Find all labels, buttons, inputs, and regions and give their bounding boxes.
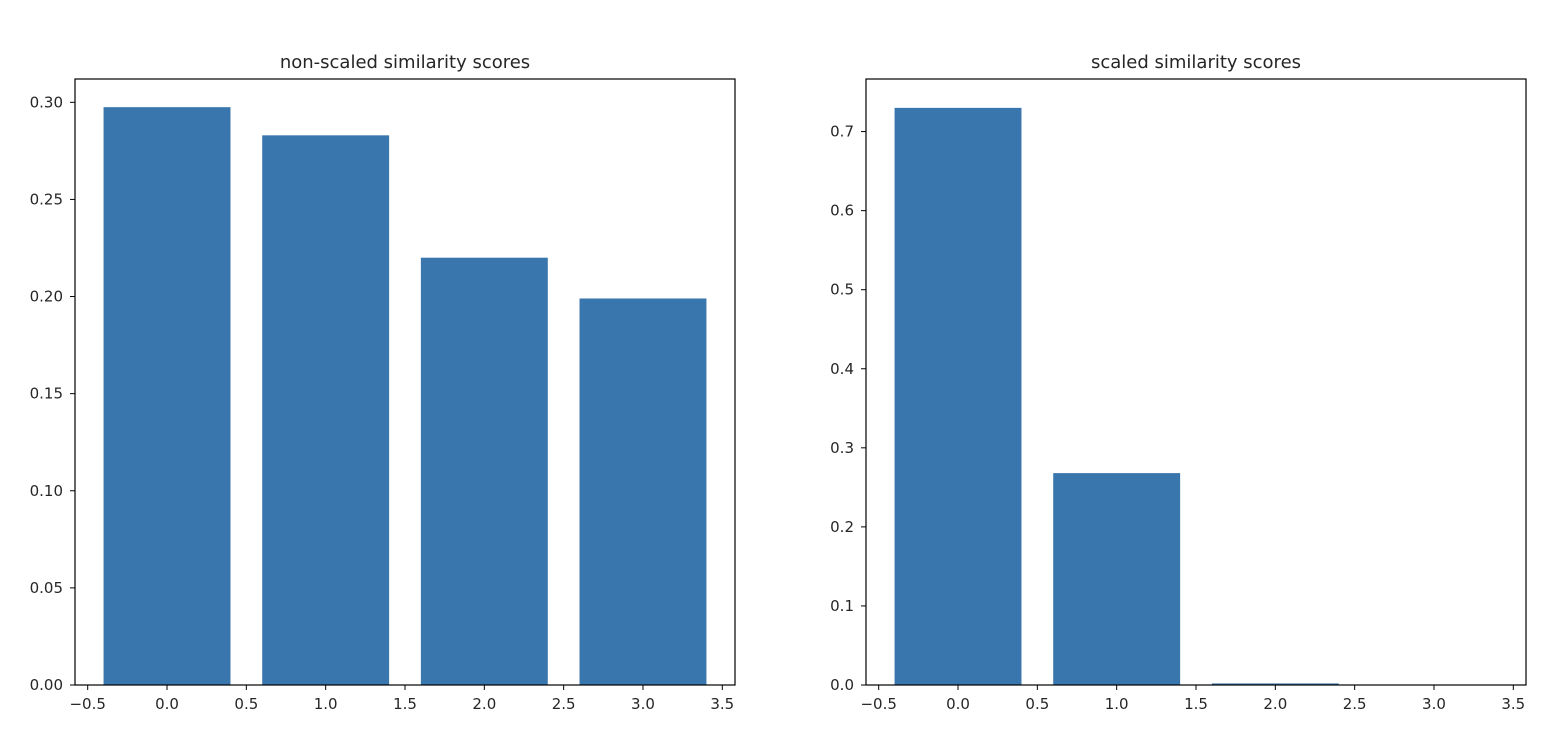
chart-title: non-scaled similarity scores xyxy=(280,52,530,73)
bar-2 xyxy=(420,257,548,685)
chart-scaled: −0.5 0.0 0.5 1.0 1.5 2.0 2.5 3.0 3.5 0.0 0.1 0.2 0.3… xyxy=(830,52,1527,713)
x-tick-label: −0.5 xyxy=(860,695,896,713)
x-tick-label: 2.5 xyxy=(552,695,576,713)
x-tick-label: −0.5 xyxy=(69,695,105,713)
x-tick-label: 1.5 xyxy=(1184,695,1208,713)
y-tick-label: 0.5 xyxy=(830,281,854,299)
x-tick-label: 0.0 xyxy=(946,695,970,713)
x-tick-label: 3.0 xyxy=(1422,695,1446,713)
y-tick-label: 0.20 xyxy=(30,288,63,306)
y-tick-label: 0.7 xyxy=(830,123,854,141)
x-tick-label: 1.0 xyxy=(1105,695,1129,713)
y-tick-label: 0.15 xyxy=(30,385,63,403)
y-tick-label: 0.1 xyxy=(830,597,854,615)
y-tick-label: 0.0 xyxy=(830,676,854,694)
bar-0 xyxy=(103,107,231,686)
bar-1 xyxy=(1053,473,1181,685)
y-tick-label: 0.05 xyxy=(30,579,63,597)
x-tick-label: 2.0 xyxy=(1263,695,1287,713)
x-tick-label: 0.0 xyxy=(155,695,179,713)
x-tick-label: 2.0 xyxy=(472,695,496,713)
x-tick-label: 0.5 xyxy=(1025,695,1049,713)
y-tick-label: 0.3 xyxy=(830,439,854,457)
bar-2 xyxy=(1211,683,1339,685)
y-tick-label: 0.25 xyxy=(30,190,63,208)
x-tick-label: 3.0 xyxy=(631,695,655,713)
bar-0 xyxy=(894,107,1022,686)
chart-non-scaled: −0.5 0.0 0.5 1.0 1.5 2.0 2.5 3.0 3.5 0.00 0.05 0.10… xyxy=(30,52,736,713)
y-tick-label: 0.4 xyxy=(830,360,854,378)
chart-title: scaled similarity scores xyxy=(1091,52,1301,73)
bar-1 xyxy=(262,135,390,686)
y-tick-label: 0.2 xyxy=(830,518,854,536)
x-tick-label: 2.5 xyxy=(1343,695,1367,713)
y-tick-label: 0.10 xyxy=(30,482,63,500)
x-tick-label: 3.5 xyxy=(710,695,734,713)
x-tick-label: 1.5 xyxy=(393,695,417,713)
y-tick-label: 0.6 xyxy=(830,202,854,220)
x-tick-label: 0.5 xyxy=(234,695,258,713)
y-tick-label: 0.30 xyxy=(30,93,63,111)
bar-3 xyxy=(579,298,707,685)
x-tick-label: 1.0 xyxy=(314,695,338,713)
y-tick-label: 0.00 xyxy=(30,676,63,694)
x-tick-label: 3.5 xyxy=(1501,695,1525,713)
